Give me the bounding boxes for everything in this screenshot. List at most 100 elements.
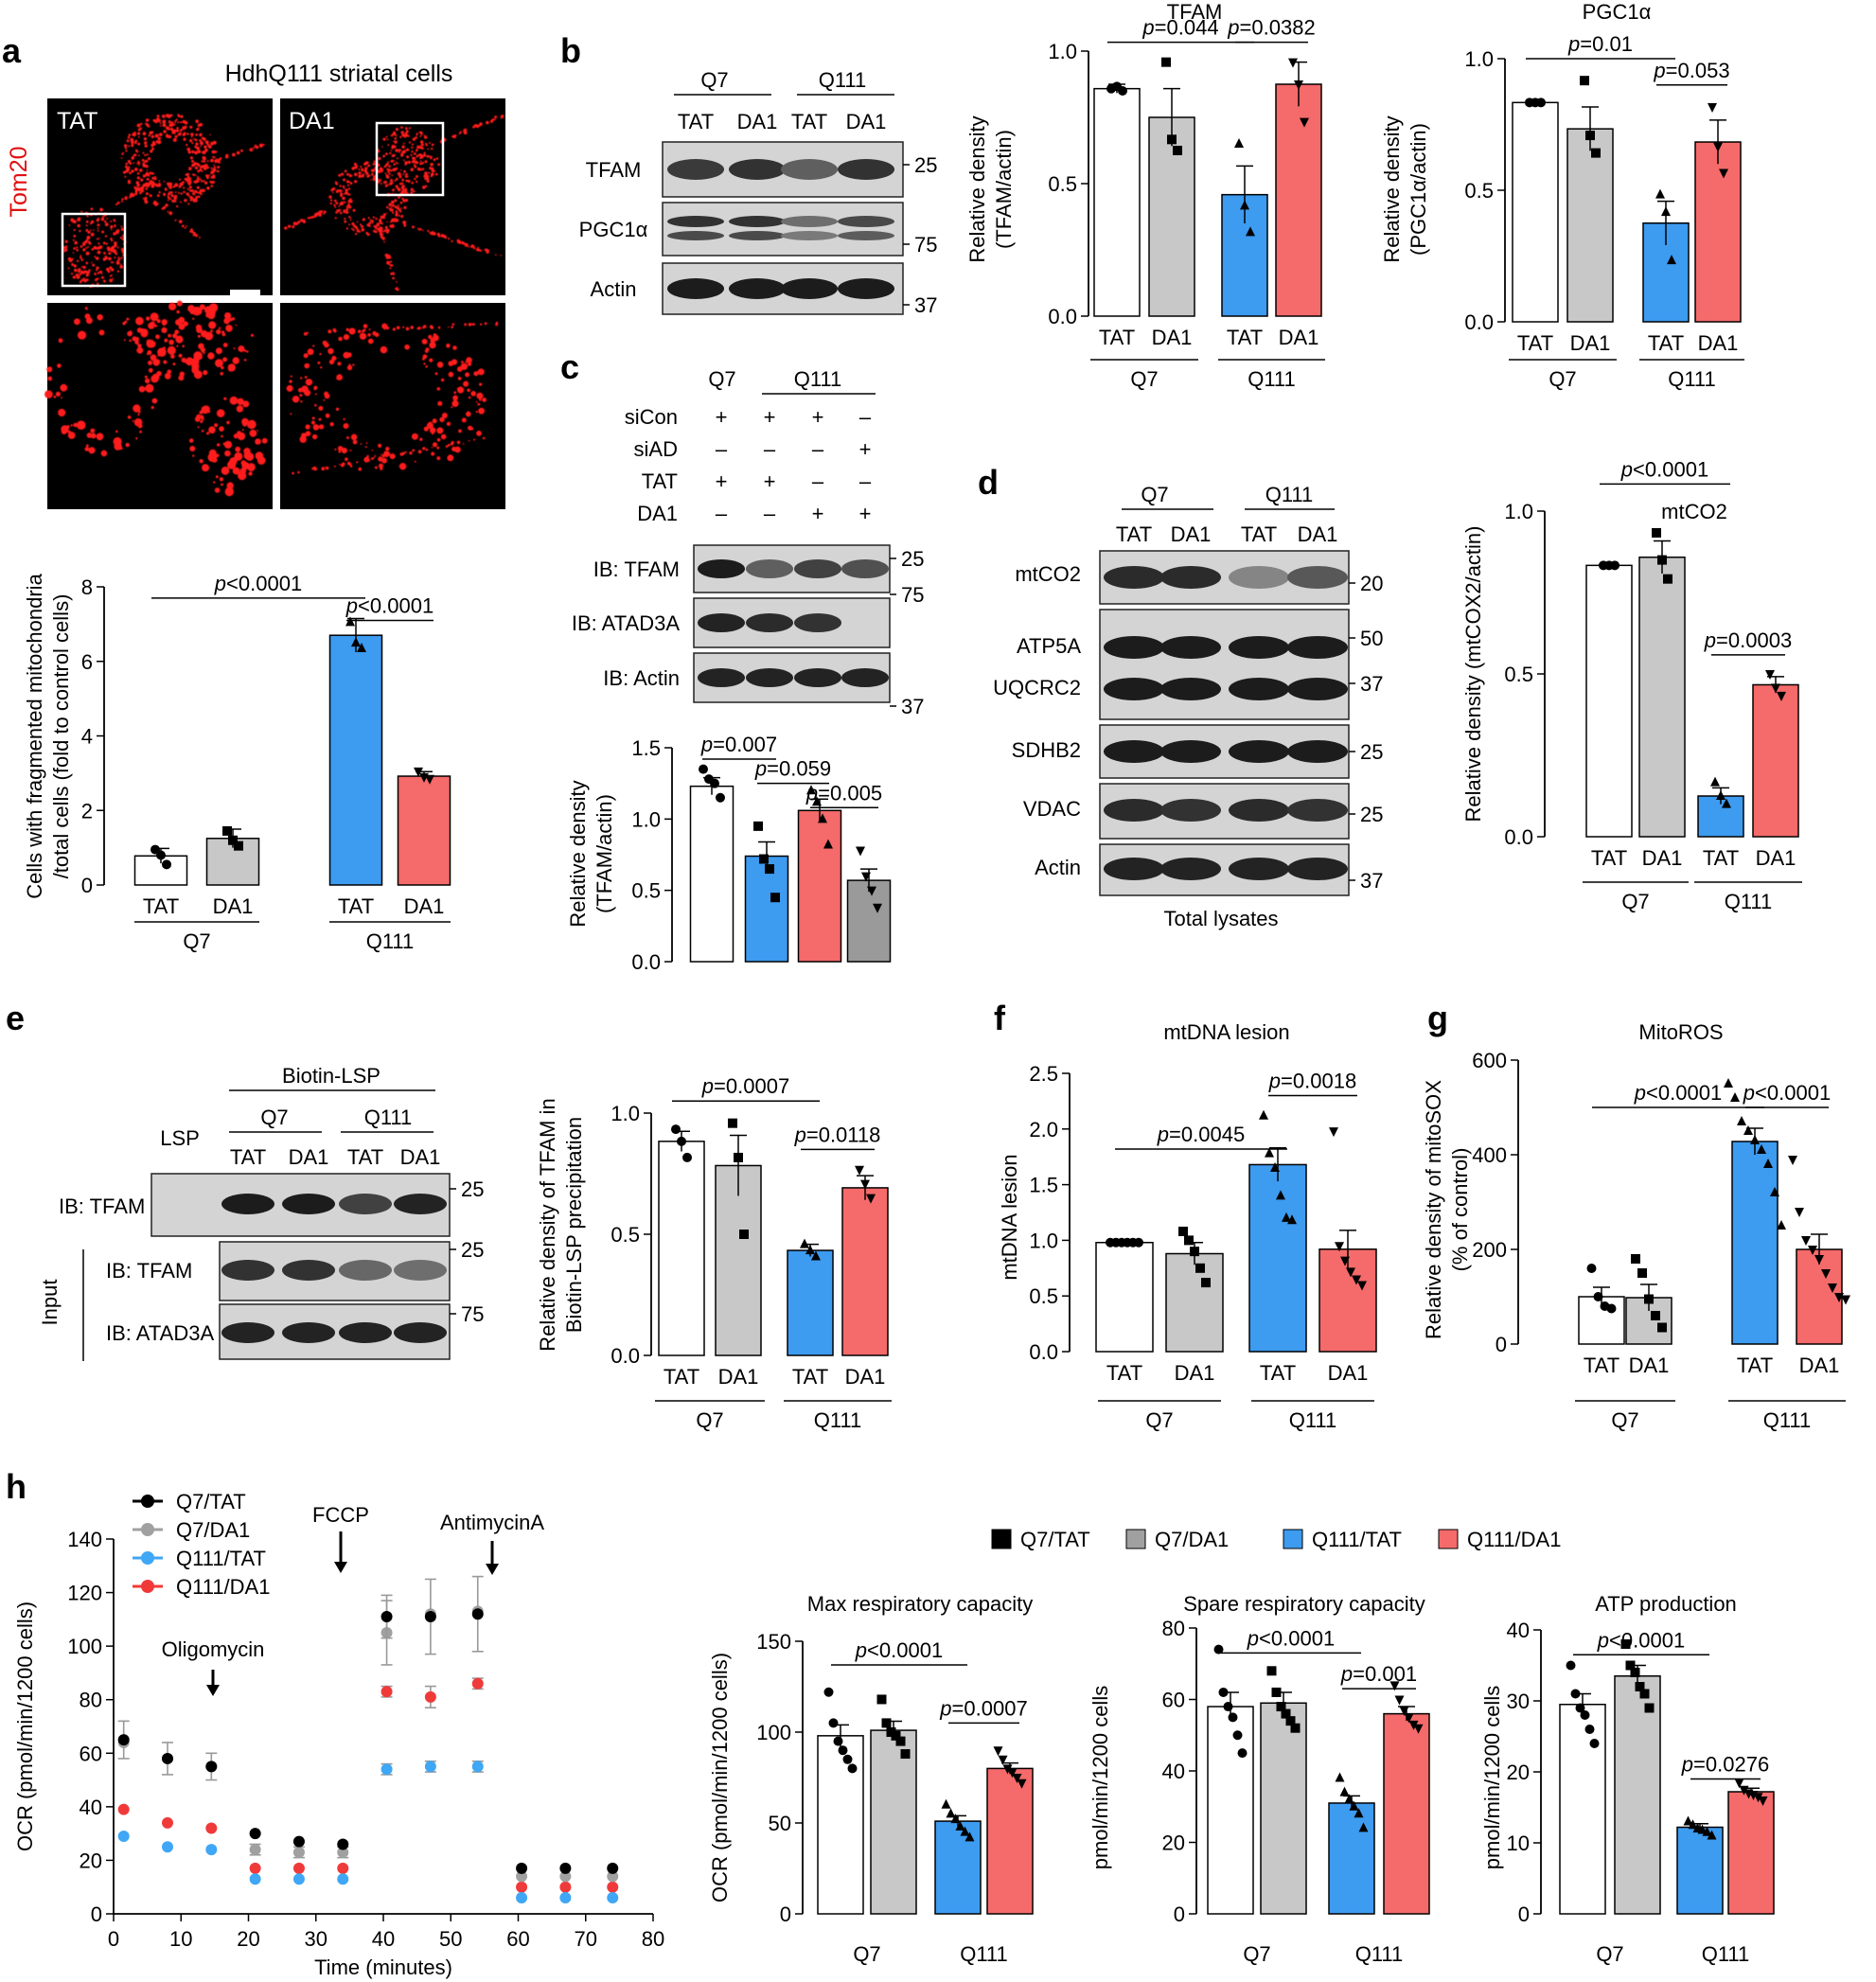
mito-dot <box>255 451 264 460</box>
tom20-micrographs: TAT DA1 <box>44 98 505 509</box>
mito-dot <box>73 247 76 250</box>
mito-dot <box>419 134 422 137</box>
mito-dot <box>351 167 355 170</box>
mito-dot <box>97 250 101 255</box>
mito-dot <box>72 275 77 279</box>
mito-dot <box>192 138 195 141</box>
y-tick-label: 20 <box>1162 1832 1185 1855</box>
mito-dot <box>398 208 401 212</box>
mito-dot <box>385 231 389 234</box>
legend-label: Q111/TAT <box>1312 1528 1402 1551</box>
mito-dot <box>176 204 179 208</box>
mito-dot <box>195 139 198 142</box>
mito-dot <box>223 440 233 449</box>
mito-dot <box>55 391 61 397</box>
mito-dot <box>413 190 416 193</box>
mito-dot <box>200 145 203 148</box>
bar <box>1727 1791 1775 1915</box>
mito-dot <box>374 466 378 469</box>
category-label: DA1 <box>213 894 254 918</box>
mito-dot <box>402 326 405 328</box>
mito-dot <box>314 393 317 396</box>
mito-dot <box>212 140 217 145</box>
mito-dot <box>110 261 113 264</box>
mito-dot <box>173 123 176 126</box>
mito-dot <box>295 221 299 225</box>
mito-dot <box>124 165 128 168</box>
mito-dot <box>97 272 100 274</box>
mito-dot <box>203 370 208 376</box>
mito-dot <box>314 426 318 430</box>
mito-dot <box>130 137 134 142</box>
series-point <box>516 1881 528 1893</box>
blot-band <box>1160 566 1221 589</box>
mito-dot <box>199 304 205 310</box>
mito-dot <box>391 154 395 158</box>
mito-dot <box>432 418 437 424</box>
mito-dot <box>198 178 201 181</box>
bar <box>817 1735 864 1915</box>
mito-dot <box>404 191 407 193</box>
y-tick-label: 0.0 <box>1048 305 1077 328</box>
mito-dot <box>399 201 403 204</box>
mito-dot <box>203 180 205 183</box>
category-label: DA1 <box>1328 1361 1369 1385</box>
mito-dot <box>222 357 228 363</box>
mito-dot <box>67 267 70 270</box>
mito-dot <box>157 347 167 358</box>
mito-dot <box>167 195 169 199</box>
data-point <box>1184 1235 1194 1246</box>
mito-dot <box>215 347 222 355</box>
series-point <box>205 1844 218 1856</box>
mito-dot <box>186 187 189 190</box>
series-point <box>292 1835 305 1848</box>
chart-c_bar: 0.00.51.01.5 p=0.007p=0.059p=0.005Relativ… <box>566 733 892 974</box>
data-point <box>1630 1668 1640 1677</box>
mito-dot <box>224 487 234 497</box>
panel-letter-g: g <box>1427 999 1448 1037</box>
mito-dot <box>46 366 53 373</box>
mito-dot <box>240 149 243 152</box>
blot-band <box>838 159 894 180</box>
mito-dot <box>352 363 355 366</box>
mito-dot <box>97 238 99 240</box>
data-point <box>1389 1681 1400 1691</box>
mito-dot <box>347 203 350 206</box>
mito-dot <box>290 413 292 416</box>
mito-dot <box>425 174 430 179</box>
data-point <box>739 1230 749 1239</box>
mito-dot <box>125 442 130 448</box>
mito-dot <box>431 446 434 449</box>
y-tick-label: 0.5 <box>1464 179 1494 203</box>
mito-dot <box>479 382 483 386</box>
mito-dot <box>68 258 73 262</box>
y-tick-label: 0.0 <box>1504 825 1533 849</box>
mito-dot <box>72 239 75 241</box>
mito-dot <box>336 374 344 380</box>
mito-dot <box>261 437 268 444</box>
mito-dot <box>343 187 345 189</box>
blot-e-group-q111: Q111 <box>364 1106 413 1129</box>
mito-dot <box>145 159 149 163</box>
bar <box>1383 1712 1430 1915</box>
mito-dot <box>394 137 398 140</box>
p-value: p<0.0001 <box>1620 457 1708 481</box>
legend-swatch <box>1125 1529 1146 1549</box>
mito-dot <box>345 210 349 214</box>
mito-dot <box>168 134 172 139</box>
series-point <box>117 1734 130 1746</box>
mito-dot <box>212 168 217 172</box>
mito-dot <box>138 164 140 167</box>
mito-dot <box>223 397 227 400</box>
mito-dot <box>448 361 454 366</box>
mito-dot <box>416 145 420 149</box>
mito-dot <box>398 175 402 179</box>
mito-dot <box>391 133 395 136</box>
blot-e-mw-0: 25 <box>461 1177 484 1201</box>
mito-dot <box>114 442 122 451</box>
mito-dot <box>360 443 363 445</box>
mito-dot <box>134 340 139 345</box>
series-point <box>424 1690 436 1703</box>
